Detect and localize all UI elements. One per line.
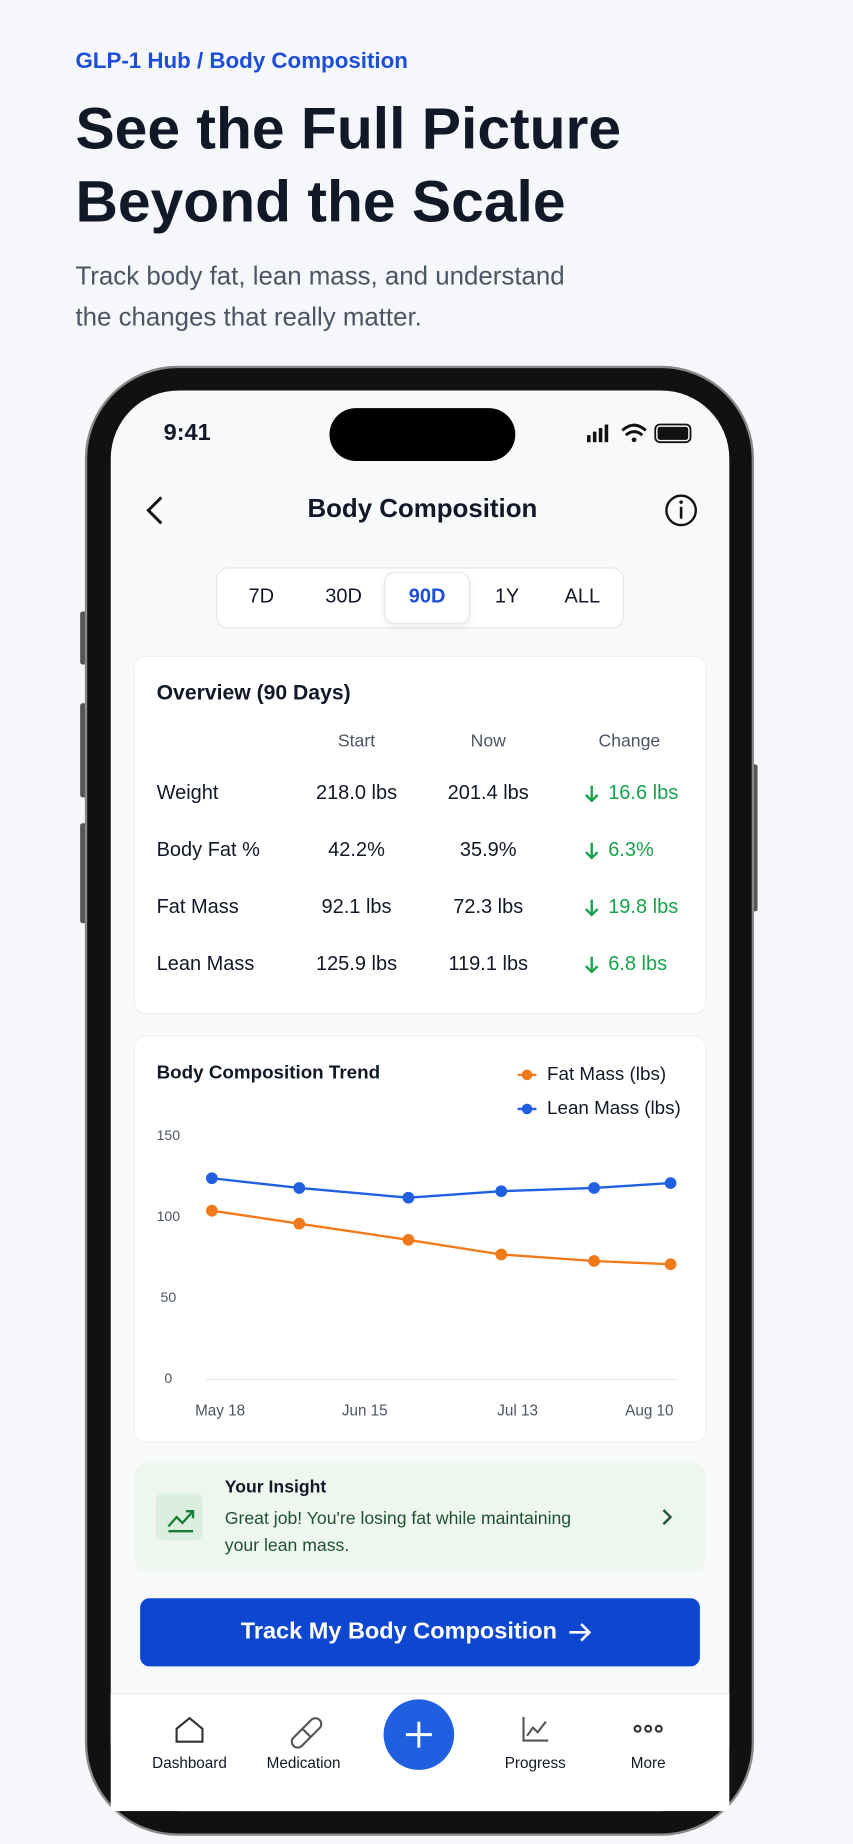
- insight-icon-glyph: [167, 1510, 195, 1533]
- headline: See the Full Picture: [75, 96, 621, 161]
- data-point: [402, 1191, 415, 1204]
- add-icon: [405, 1721, 432, 1748]
- column-header: Change: [598, 731, 660, 751]
- legend-label: Lean Mass (lbs): [547, 1097, 681, 1118]
- insight-icon: [155, 1493, 203, 1541]
- tab[interactable]: 1Y: [495, 586, 519, 608]
- insight-chevron: [662, 1509, 673, 1525]
- cell: 125.9 lbs: [316, 953, 397, 975]
- data-point: [588, 1255, 600, 1267]
- data-point: [205, 1172, 218, 1185]
- x-tick-label: Jul 13: [497, 1402, 538, 1419]
- down-arrow: [585, 956, 599, 974]
- y-tick-label: 100: [157, 1208, 181, 1224]
- row-label: Lean Mass: [157, 953, 255, 975]
- legend-marker: [521, 1069, 533, 1081]
- data-point: [402, 1234, 415, 1246]
- cell: 201.4 lbs: [448, 782, 529, 804]
- insight-text: your lean mass.: [225, 1535, 349, 1555]
- nav-item[interactable]: More: [631, 1755, 666, 1772]
- cta-button[interactable]: Track My Body Composition: [140, 1598, 700, 1667]
- x-tick-label: Aug 10: [625, 1402, 673, 1419]
- y-tick-label: 150: [157, 1127, 181, 1143]
- tab[interactable]: 90D: [409, 586, 446, 608]
- cell: 92.1 lbs: [322, 896, 392, 918]
- column-header: Start: [338, 731, 375, 751]
- nav-item[interactable]: Progress: [505, 1755, 566, 1772]
- cell: 42.2%: [328, 839, 385, 861]
- status-time: 9:41: [164, 419, 211, 445]
- data-point: [293, 1217, 306, 1230]
- row-label: Weight: [157, 782, 219, 804]
- tab[interactable]: ALL: [565, 586, 601, 608]
- legend-label: Fat Mass (lbs): [547, 1063, 666, 1084]
- tab-selected: [384, 572, 471, 624]
- tab[interactable]: 7D: [248, 586, 274, 608]
- series-line: [211, 1177, 671, 1199]
- insight-text: Great job! You're losing fat while maint…: [225, 1508, 571, 1528]
- change-cell: 6.3%: [608, 839, 654, 861]
- cell: 35.9%: [460, 839, 517, 861]
- y-tick-label: 0: [164, 1370, 172, 1386]
- x-tick-label: Jun 15: [342, 1402, 388, 1419]
- change-cell: 19.8 lbs: [608, 896, 678, 918]
- cell: 218.0 lbs: [316, 782, 397, 804]
- row-label: Fat Mass: [157, 896, 239, 918]
- y-tick-label: 50: [161, 1289, 177, 1305]
- breadcrumb: GLP-1 Hub / Body Composition: [75, 48, 407, 73]
- down-arrow: [585, 899, 599, 917]
- overview-card: [133, 655, 707, 1015]
- row-label: Body Fat %: [157, 839, 261, 861]
- data-point: [588, 1182, 600, 1194]
- data-point: [664, 1258, 677, 1271]
- subtitle: Track body fat, lean mass, and understan…: [75, 262, 564, 290]
- data-point: [495, 1248, 508, 1261]
- cta-label: Track My Body Composition: [241, 1618, 557, 1644]
- column-header: Now: [471, 731, 507, 751]
- data-point: [495, 1185, 508, 1198]
- headline: Beyond the Scale: [75, 169, 565, 234]
- nav-item[interactable]: Dashboard: [152, 1755, 227, 1772]
- cell: 119.1 lbs: [448, 953, 528, 975]
- nav-icon: [290, 1717, 323, 1749]
- x-tick-label: May 18: [195, 1402, 245, 1419]
- change-cell: 6.8 lbs: [608, 953, 667, 975]
- insight-title: Your Insight: [225, 1476, 327, 1496]
- data-point: [293, 1182, 306, 1194]
- nav-icon: [522, 1716, 549, 1742]
- tab[interactable]: 30D: [325, 586, 362, 608]
- nav-icon: [175, 1716, 204, 1743]
- screen-title: Body Composition: [307, 495, 537, 523]
- status-icons: [587, 423, 692, 444]
- info-button[interactable]: [665, 494, 697, 527]
- nav-item[interactable]: Medication: [267, 1755, 341, 1772]
- chart-title: Body Composition Trend: [157, 1062, 380, 1083]
- legend-marker: [521, 1103, 533, 1115]
- data-point: [664, 1177, 677, 1189]
- data-point: [205, 1204, 218, 1217]
- card-title: Overview (90 Days): [157, 681, 351, 704]
- subtitle: the changes that really matter.: [75, 304, 421, 332]
- change-cell: 16.6 lbs: [608, 782, 678, 804]
- cell: 72.3 lbs: [453, 896, 523, 918]
- down-arrow: [585, 842, 599, 860]
- insight-card[interactable]: [134, 1462, 706, 1572]
- down-arrow: [585, 785, 599, 803]
- nav-icon: [633, 1724, 663, 1733]
- dynamic-island: [329, 408, 516, 461]
- series-line: [211, 1209, 671, 1266]
- chart-card: [133, 1035, 707, 1443]
- back-button[interactable]: [146, 496, 163, 525]
